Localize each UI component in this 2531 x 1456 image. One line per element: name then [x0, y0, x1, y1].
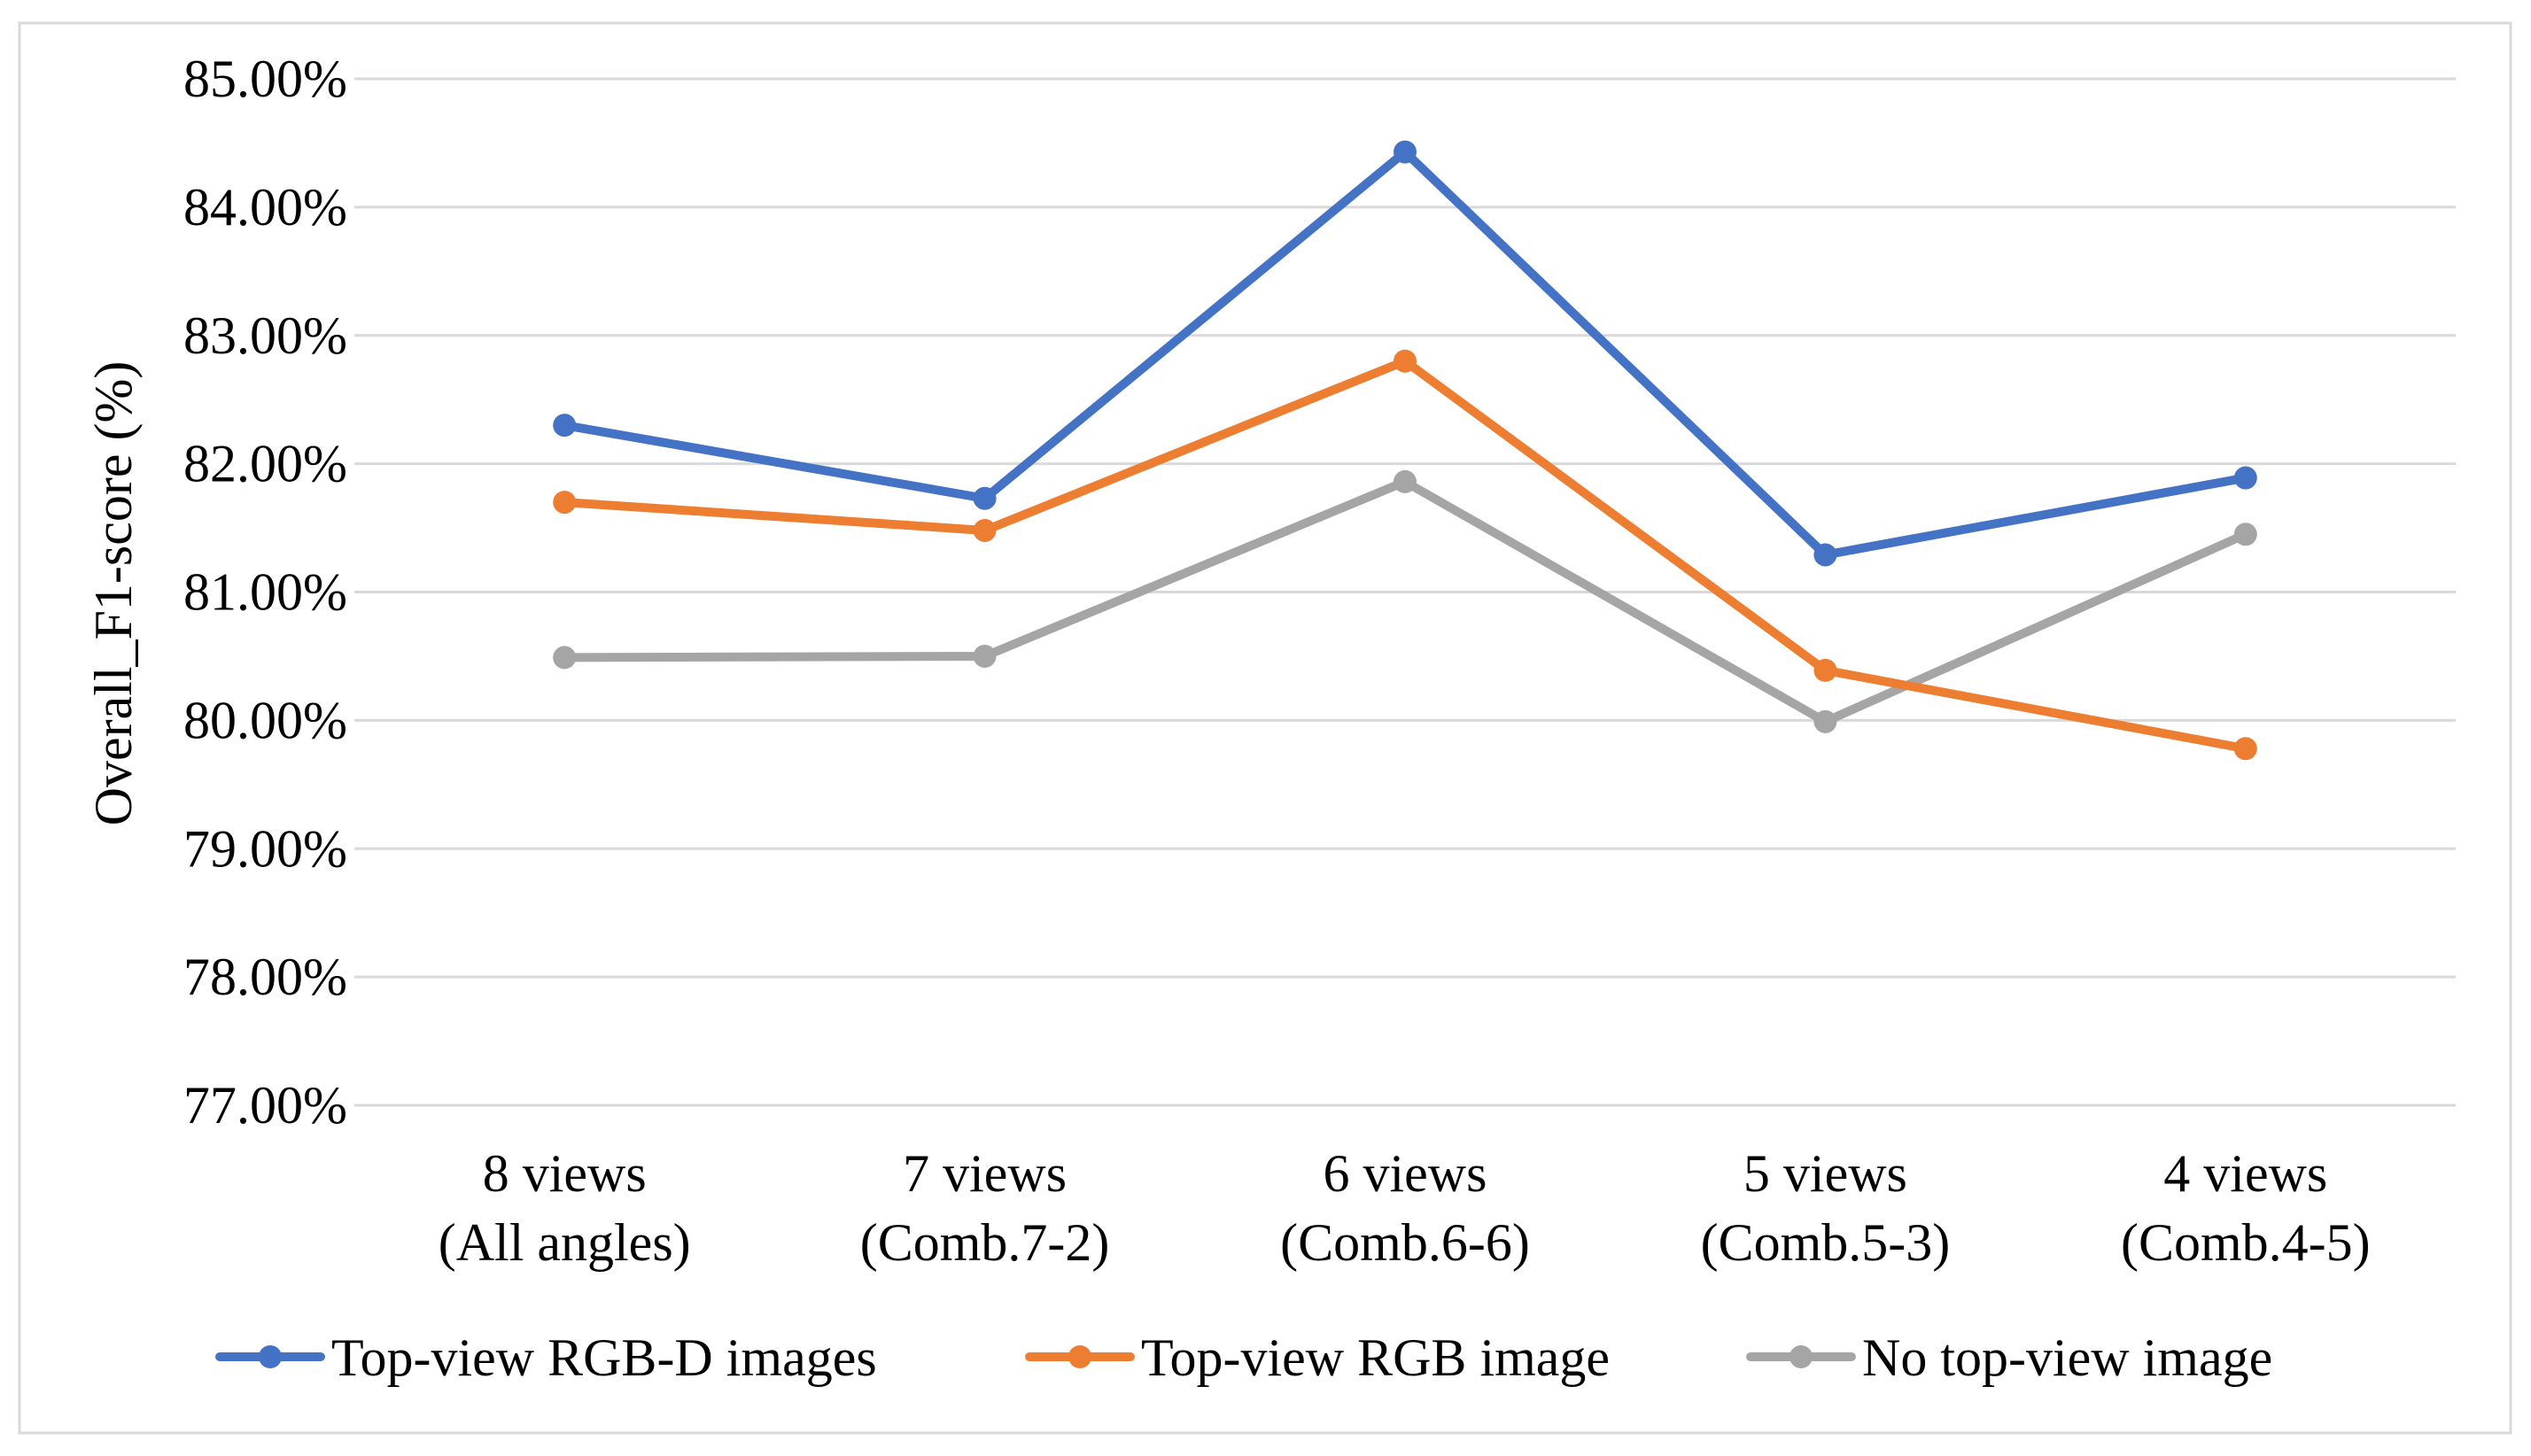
series-group — [553, 140, 2257, 567]
y-tick-label: 80.00% — [183, 691, 347, 749]
legend-item: Top-view RGB-D images — [215, 1328, 877, 1387]
y-tick-label: 84.00% — [183, 178, 347, 236]
x-tick-label: (Comb.6-6) — [1280, 1213, 1530, 1272]
y-tick-label: 83.00% — [183, 306, 347, 365]
legend-item: No top-view image — [1746, 1328, 2272, 1387]
data-point — [2233, 523, 2257, 546]
data-point — [973, 486, 997, 510]
series-lines — [553, 140, 2257, 761]
legend-marker — [259, 1345, 282, 1368]
x-tick-label: (All angles) — [439, 1213, 691, 1272]
y-tick-label: 78.00% — [183, 948, 347, 1006]
x-tick-label: (Comb.7-2) — [860, 1213, 1110, 1272]
data-point — [553, 646, 577, 670]
x-tick-label: 5 views — [1743, 1144, 1907, 1203]
data-point — [2233, 737, 2257, 761]
x-tick-label: 4 views — [2163, 1144, 2327, 1203]
data-point — [553, 414, 577, 438]
y-tick-label: 85.00% — [183, 50, 347, 108]
legend-label: No top-view image — [1862, 1328, 2272, 1387]
data-point — [1813, 658, 1837, 682]
legend: Top-view RGB-D images Top-view RGB image N… — [215, 1328, 2272, 1387]
x-tick-label: (Comb.5-3) — [1701, 1213, 1951, 1272]
y-tick-label: 82.00% — [183, 435, 347, 493]
y-tick-label: 79.00% — [183, 819, 347, 878]
data-point — [973, 644, 997, 668]
x-axis-tick-labels: 8 views (All angles) 7 views (Comb.7-2) 6 vi… — [439, 1144, 2371, 1272]
y-axis-tick-labels: 77.00% 78.00% 79.00% 80.00% 81.00% 82.00% 83.0… — [183, 50, 347, 1135]
data-point — [1394, 349, 1417, 373]
y-tick-label: 81.00% — [183, 563, 347, 622]
data-point — [1394, 140, 1417, 164]
legend-marker — [1068, 1345, 1091, 1368]
series-group — [553, 469, 2257, 733]
y-tick-label: 77.00% — [183, 1076, 347, 1135]
x-tick-label: 7 views — [903, 1144, 1067, 1203]
chart-frame — [18, 21, 2512, 1435]
legend-label: Top-view RGB image — [1141, 1328, 1610, 1387]
data-point — [1813, 543, 1837, 567]
legend-marker — [1790, 1345, 1813, 1368]
series-group — [553, 349, 2257, 761]
y-axis-label: Overall_F1-score (%) — [84, 361, 143, 826]
x-tick-label: 8 views — [483, 1144, 647, 1203]
data-point — [973, 518, 997, 542]
legend-label: Top-view RGB-D images — [331, 1328, 877, 1387]
x-tick-label: (Comb.4-5) — [2121, 1213, 2371, 1272]
legend-item: Top-view RGB image — [1025, 1328, 1610, 1387]
data-point — [553, 491, 577, 515]
data-point — [1394, 469, 1417, 493]
gridlines — [354, 77, 2456, 1107]
x-tick-label: 6 views — [1324, 1144, 1487, 1203]
data-point — [1813, 709, 1837, 733]
data-point — [2233, 466, 2257, 490]
